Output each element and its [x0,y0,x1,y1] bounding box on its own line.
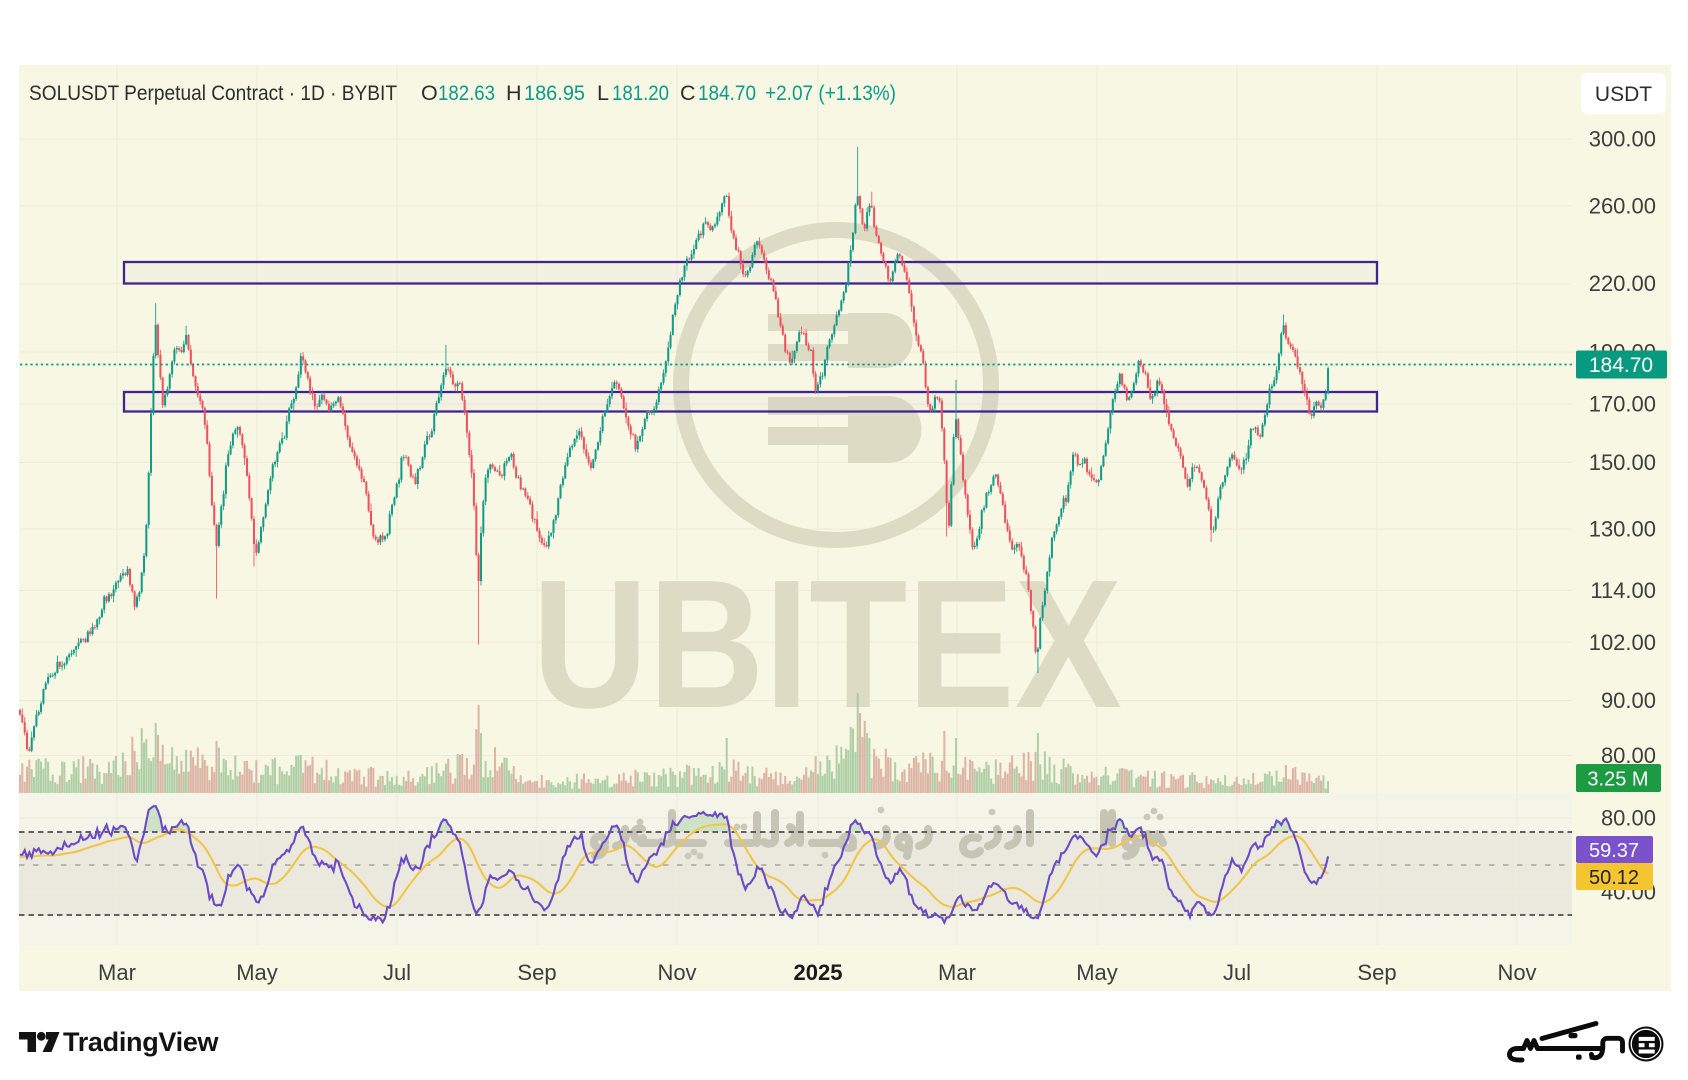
svg-text:Sep: Sep [1357,960,1396,985]
svg-text:80.00: 80.00 [1601,743,1656,768]
svg-text:102.00: 102.00 [1589,630,1656,655]
svg-text:300.00: 300.00 [1589,127,1656,152]
svg-text:150.00: 150.00 [1589,450,1656,475]
svg-text:O: O [421,81,438,105]
svg-text:Nov: Nov [657,960,696,985]
svg-text:+2.07 (+1.13%): +2.07 (+1.13%) [765,81,896,105]
svg-text:L: L [597,81,609,105]
svg-text:TradingView: TradingView [63,1027,220,1057]
svg-text:3.25 M: 3.25 M [1587,769,1648,791]
svg-text:130.00: 130.00 [1589,517,1656,542]
svg-text:80.00: 80.00 [1601,806,1656,831]
svg-text:184.70: 184.70 [1589,354,1653,377]
svg-text:182.63: 182.63 [438,81,495,105]
svg-text:Jul: Jul [383,960,411,985]
svg-text:220.00: 220.00 [1589,271,1656,296]
svg-text:170.00: 170.00 [1589,392,1656,417]
svg-text:UBITEX: UBITEX [532,541,1122,746]
svg-text:Mar: Mar [98,960,136,985]
svg-text:Sep: Sep [517,960,556,985]
svg-text:May: May [236,960,278,985]
svg-text:USDT: USDT [1595,83,1652,106]
svg-text:May: May [1076,960,1118,985]
svg-text:Nov: Nov [1497,960,1536,985]
svg-text:260.00: 260.00 [1589,193,1656,218]
svg-text:114.00: 114.00 [1590,578,1656,603]
svg-text:Jul: Jul [1223,960,1251,985]
svg-text:C: C [680,81,696,105]
svg-text:50.12: 50.12 [1589,867,1639,889]
svg-text:90.00: 90.00 [1601,688,1656,713]
svg-text:2025: 2025 [794,960,843,985]
svg-text:SOLUSDT Perpetual Contract · 1: SOLUSDT Perpetual Contract · 1D · BYBIT [29,81,397,105]
svg-text:181.20: 181.20 [612,81,669,105]
svg-text:H: H [506,81,522,105]
svg-text:Mar: Mar [938,960,976,985]
svg-text:59.37: 59.37 [1589,840,1639,862]
svg-text:184.70: 184.70 [698,81,756,105]
svg-text:186.95: 186.95 [524,81,585,105]
